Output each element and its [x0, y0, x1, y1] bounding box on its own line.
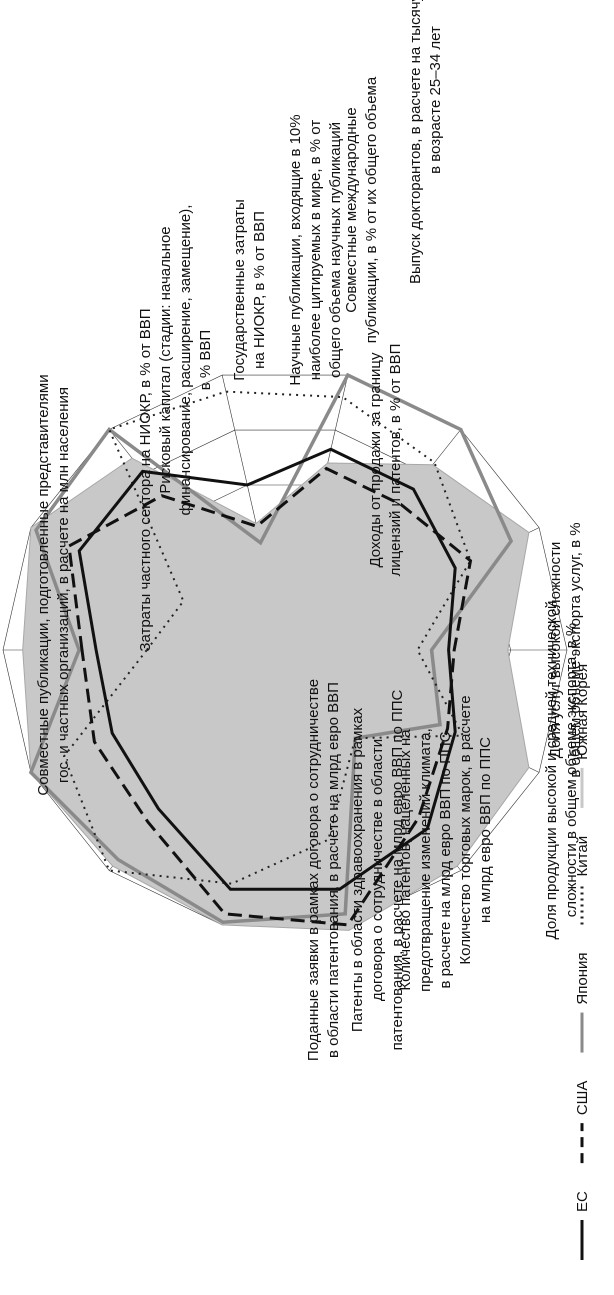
- legend-label: ЕС: [574, 1191, 591, 1212]
- series-line-ЕС: [77, 447, 457, 891]
- axis-label-6: Патенты в области здравоохранения в рамк…: [349, 689, 406, 1050]
- axis-label-1: Доходы от продажи за границу лицензий и п…: [367, 344, 404, 577]
- axis-label-10: Рисковый капитал (стадии: начальное финан…: [157, 205, 214, 516]
- axis-label-13: Совместные международные публикации, в % …: [343, 76, 380, 343]
- axis-label-4: Количество торговых марок, в расчете на м…: [457, 695, 494, 964]
- axis-label-3: Доля продукции высокой и средней техниче…: [543, 601, 580, 940]
- axis-label-11: Государственные затраты на НИОКР, в % от …: [231, 199, 268, 381]
- axis-label-8: Совместные публикации, подготовленные пр…: [35, 374, 72, 795]
- series-line-США: [67, 466, 473, 927]
- legend-label: Южная Корея: [574, 664, 591, 760]
- legend: ЕС США Япония Китай Южная Корея: [574, 664, 591, 1260]
- legend-label: Япония: [574, 952, 591, 1004]
- axis-labels: Доходы от продажи за границу лицензий и п…: [35, 0, 584, 1061]
- axis-label-9: Затраты частного сектора на НИОКР, в % о…: [137, 308, 154, 651]
- legend-label: Китай: [574, 836, 591, 877]
- axis-label-12: Научные публикации, входящие в 10% наибол…: [287, 114, 344, 385]
- series-line-Япония: [28, 372, 514, 924]
- axis-label-7: Поданные заявки в рамках договора о сотр…: [305, 679, 342, 1061]
- legend-label: США: [574, 1081, 591, 1116]
- series-area-south-korea: [22, 457, 530, 931]
- axis-label-5: Количество патентов, нацеленных на предот…: [397, 728, 454, 992]
- radar-series: [22, 372, 530, 931]
- axis-label-2: Доля услуг высокой сложности в общем объе…: [547, 522, 584, 777]
- axis-label-14: Выпуск докторантов, в расчете на тысячу …: [407, 0, 444, 284]
- series-line-Китай: [62, 390, 472, 885]
